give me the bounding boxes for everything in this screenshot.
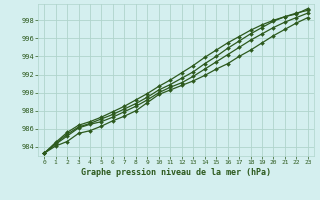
X-axis label: Graphe pression niveau de la mer (hPa): Graphe pression niveau de la mer (hPa): [81, 168, 271, 177]
